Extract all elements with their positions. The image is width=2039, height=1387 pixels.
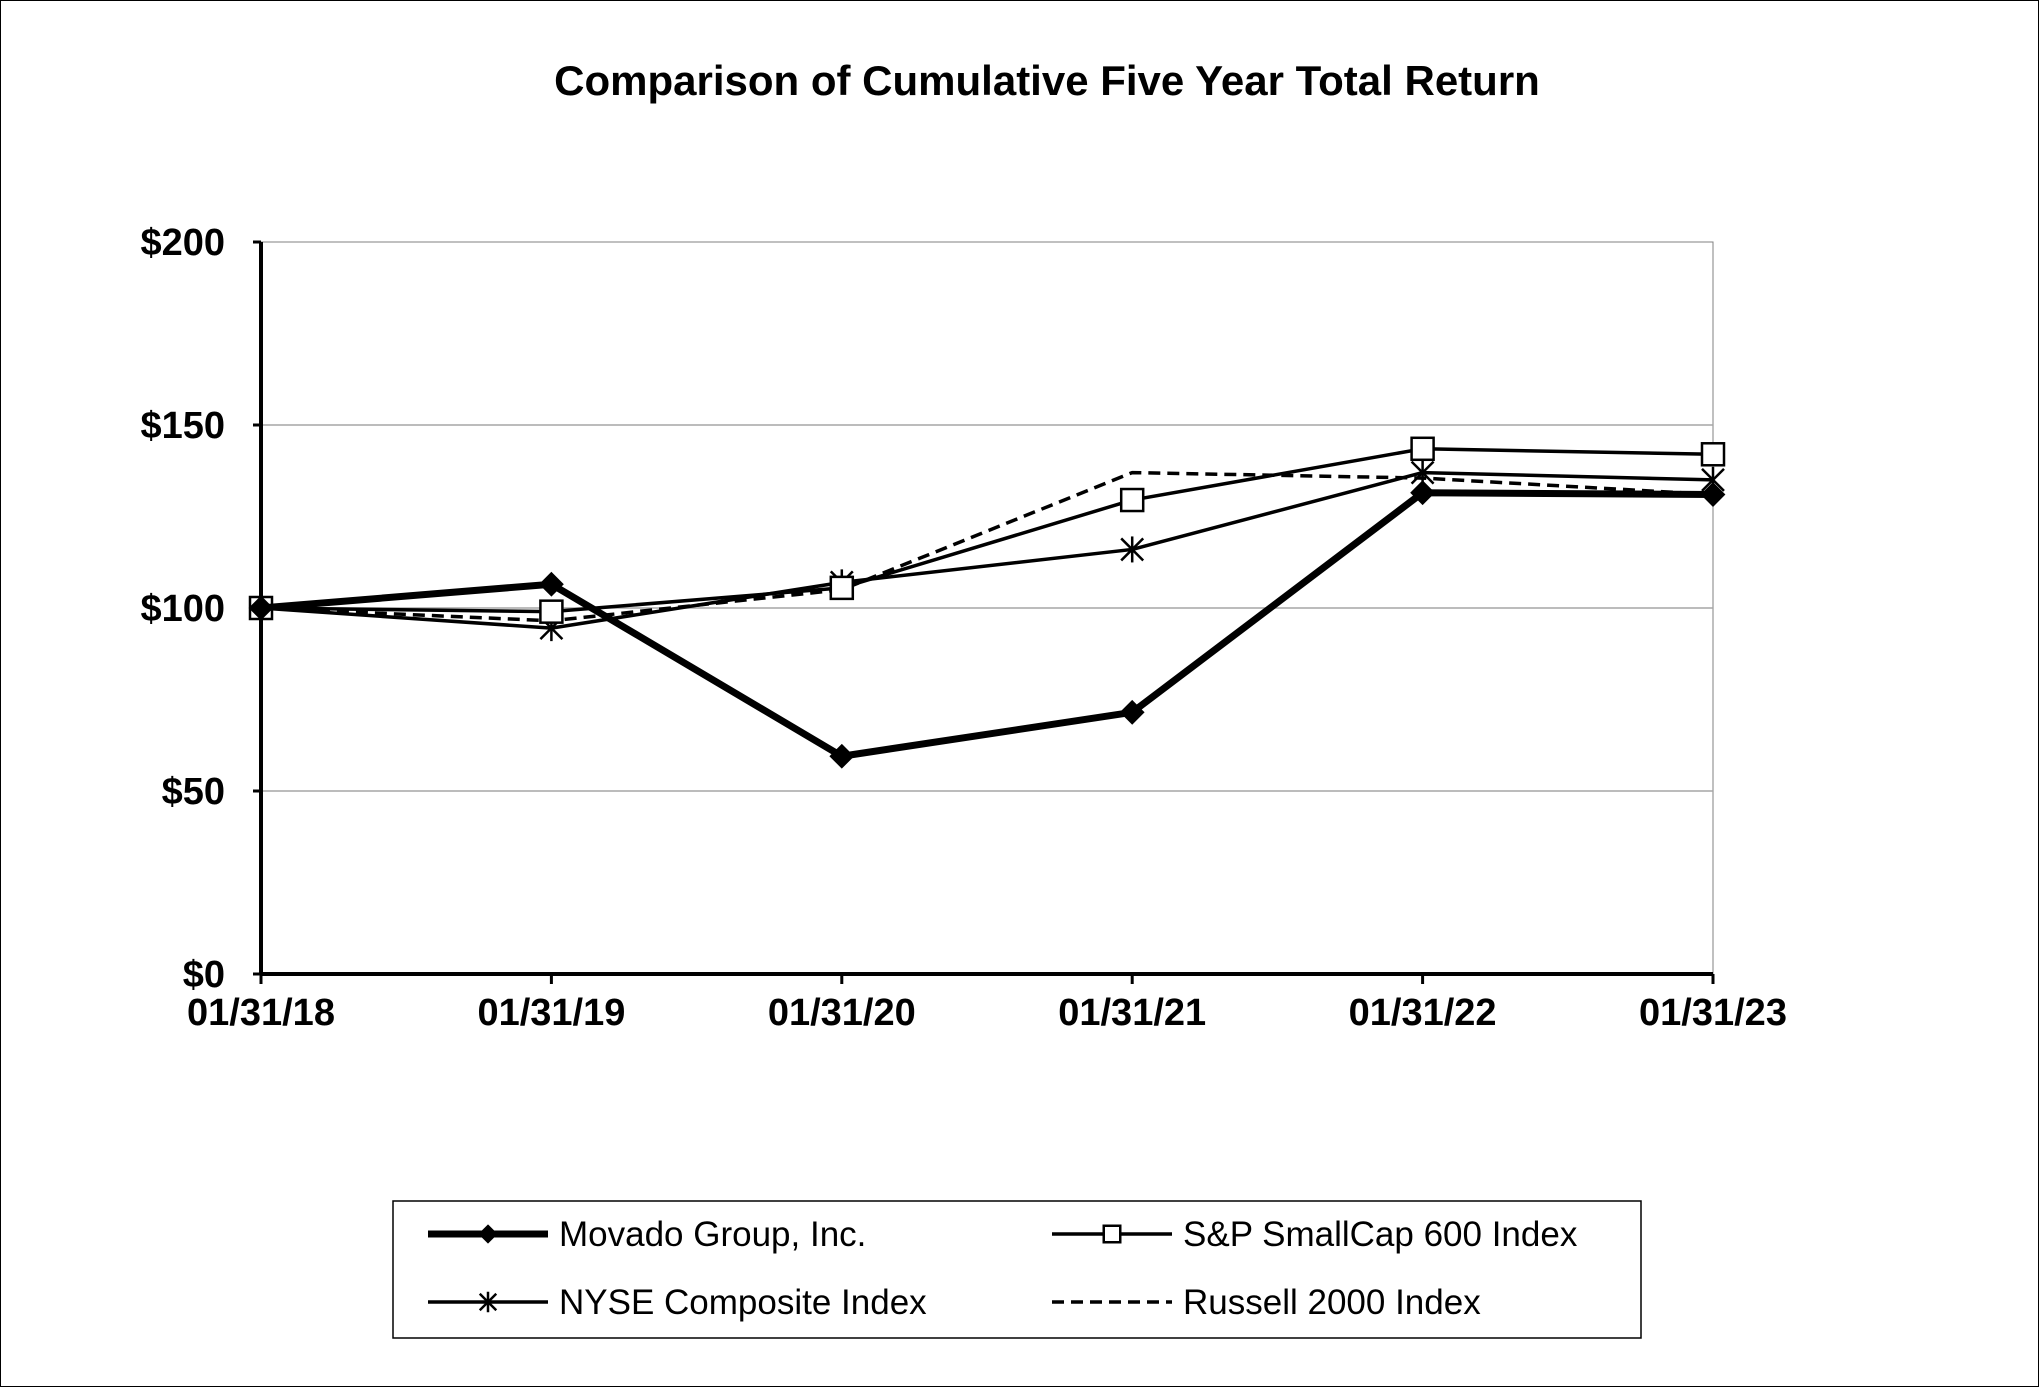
square-marker [829,575,855,601]
legend: Movado Group, Inc. S&P SmallCap 600 Index… [392,1200,1642,1339]
legend-box [392,1200,1642,1339]
square-marker [1119,487,1145,513]
x-tick-label: 01/31/23 [1639,992,1787,1034]
y-tick-label: $50 [162,771,225,813]
legend-label: S&P SmallCap 600 Index [1183,1215,1578,1254]
legend-item-russell-2000-index: Russell 2000 Index [1052,1283,1481,1322]
legend-label: NYSE Composite Index [559,1283,927,1322]
legend-item-nyse-composite-index: NYSE Composite Index [428,1283,927,1322]
x-tick-label: 01/31/22 [1349,992,1497,1034]
axes: $0 $50 $100 $150 $200 01/31/18 01/31/19 01/31/2… [140,222,1787,1034]
diamond-marker [1700,482,1726,507]
diamond-marker [1410,480,1436,506]
series-movado-group-inc [248,480,1726,769]
y-tick-label: $150 [140,405,225,447]
series-line [260,470,1714,630]
y-tick-label: $100 [140,588,225,630]
y-tick-label: $200 [140,222,225,264]
series-layer [248,436,1726,769]
x-tick-label: 01/31/20 [768,992,916,1034]
series-line [260,447,1714,614]
legend-item-s-p-smallcap-600-index: S&P SmallCap 600 Index [1052,1215,1578,1254]
x-tick-label: 01/31/18 [187,992,335,1034]
square-marker [1410,436,1435,462]
series-line [260,489,1714,760]
asterisk-marker [1120,536,1145,563]
square-marker [1102,1224,1122,1244]
square-marker [539,599,564,624]
diamond-marker [248,595,274,621]
diamond-marker [829,743,855,769]
square-marker [1700,442,1726,467]
gridlines [260,241,1714,975]
x-tick-label: 01/31/19 [477,992,625,1034]
chart-title: Comparison of Cumulative Five Year Total… [554,57,1540,104]
diamond-marker [538,571,564,597]
series-nyse-composite-index [249,459,1725,642]
asterisk-marker [478,1291,498,1313]
legend-label: Movado Group, Inc. [559,1215,866,1254]
diamond-marker [478,1224,498,1244]
legend-label: Russell 2000 Index [1183,1283,1481,1322]
series-s-p-smallcap-600-index [248,436,1726,624]
y-tick-label: $0 [183,954,225,996]
x-tick-label: 01/31/21 [1058,992,1206,1034]
diamond-marker [1119,699,1145,725]
legend-item-movado-group-inc: Movado Group, Inc. [428,1215,866,1254]
